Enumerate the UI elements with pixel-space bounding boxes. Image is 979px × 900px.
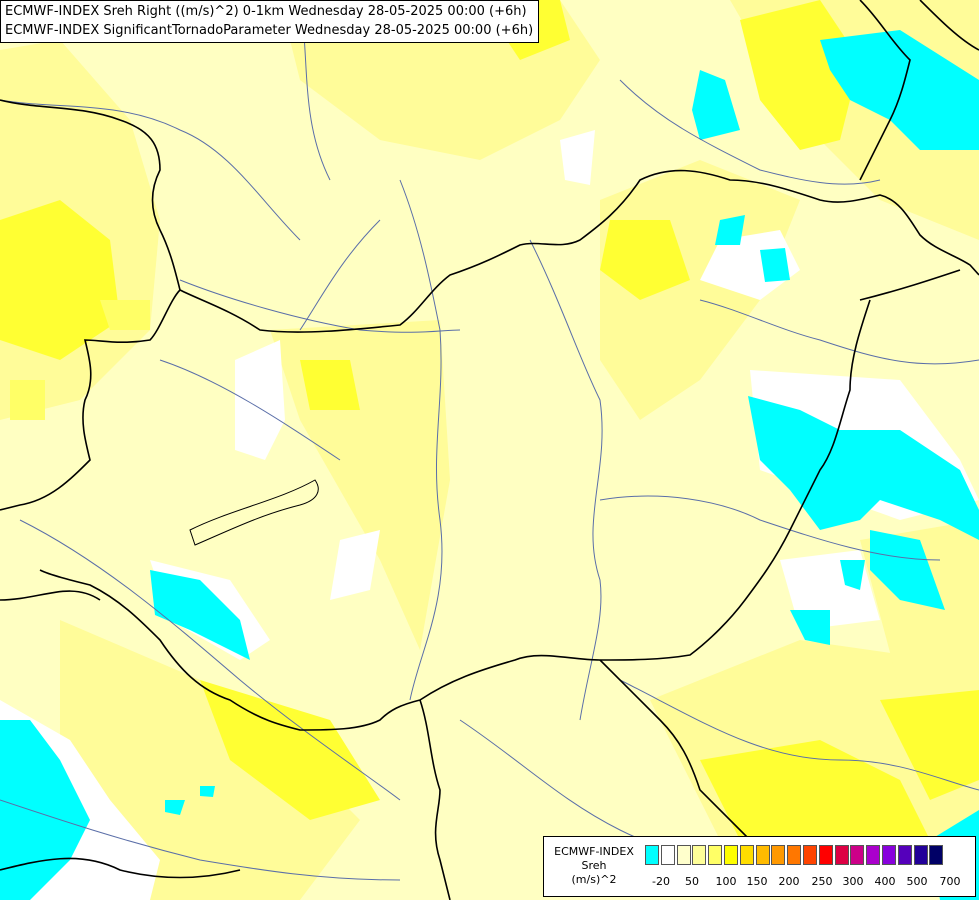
legend-swatch [929, 845, 944, 865]
title-line-1: ECMWF-INDEX Sreh Right ((m/s)^2) 0-1km W… [5, 4, 527, 19]
legend-tick-label: 200 [778, 875, 800, 888]
legend-tick-label: 300 [842, 875, 864, 888]
legend-swatch [866, 845, 881, 865]
legend-swatch [724, 845, 738, 865]
legend-swatch [913, 845, 928, 865]
legend-swatch [692, 845, 707, 865]
legend-swatch [755, 845, 770, 865]
legend-swatch [803, 845, 817, 865]
yellow-field [0, 0, 979, 860]
legend-tick-label: 400 [874, 875, 896, 888]
lake [189, 479, 319, 546]
legend-swatch [645, 845, 659, 865]
legend-swatch [739, 845, 754, 865]
color-legend: ECMWF-INDEX Sreh (m/s)^2 -20 50 100 150 200 2… [543, 836, 976, 897]
legend-tick-label: 700 [939, 875, 961, 888]
legend-model: ECMWF-INDEX [554, 845, 634, 858]
small-yellow-patches [10, 300, 150, 420]
legend-swatch [660, 845, 675, 865]
legend-swatch [818, 845, 833, 865]
legend-swatch [834, 845, 849, 865]
legend-swatch [708, 845, 723, 865]
map-title-box: ECMWF-INDEX Sreh Right ((m/s)^2) 0-1km W… [0, 0, 539, 43]
legend-swatch [882, 845, 896, 865]
legend-swatch [897, 845, 912, 865]
legend-swatch [787, 845, 802, 865]
legend-swatch [850, 845, 865, 865]
legend-swatch [676, 845, 691, 865]
legend-tick-label: 500 [906, 875, 928, 888]
legend-tick-label: -20 [652, 875, 670, 888]
rivers [0, 0, 979, 881]
title-line-2: ECMWF-INDEX SignificantTornadoParameter … [5, 23, 534, 38]
legend-unit: (m/s)^2 [571, 873, 617, 886]
legend-tick-label: 250 [811, 875, 833, 888]
legend-title: ECMWF-INDEX Sreh (m/s)^2 [544, 845, 644, 887]
legend-swatch [771, 845, 786, 865]
legend-tick-label: 150 [746, 875, 768, 888]
legend-parameter: Sreh [581, 859, 607, 872]
legend-tick-label: 50 [685, 875, 699, 888]
legend-tick-label: 100 [715, 875, 737, 888]
